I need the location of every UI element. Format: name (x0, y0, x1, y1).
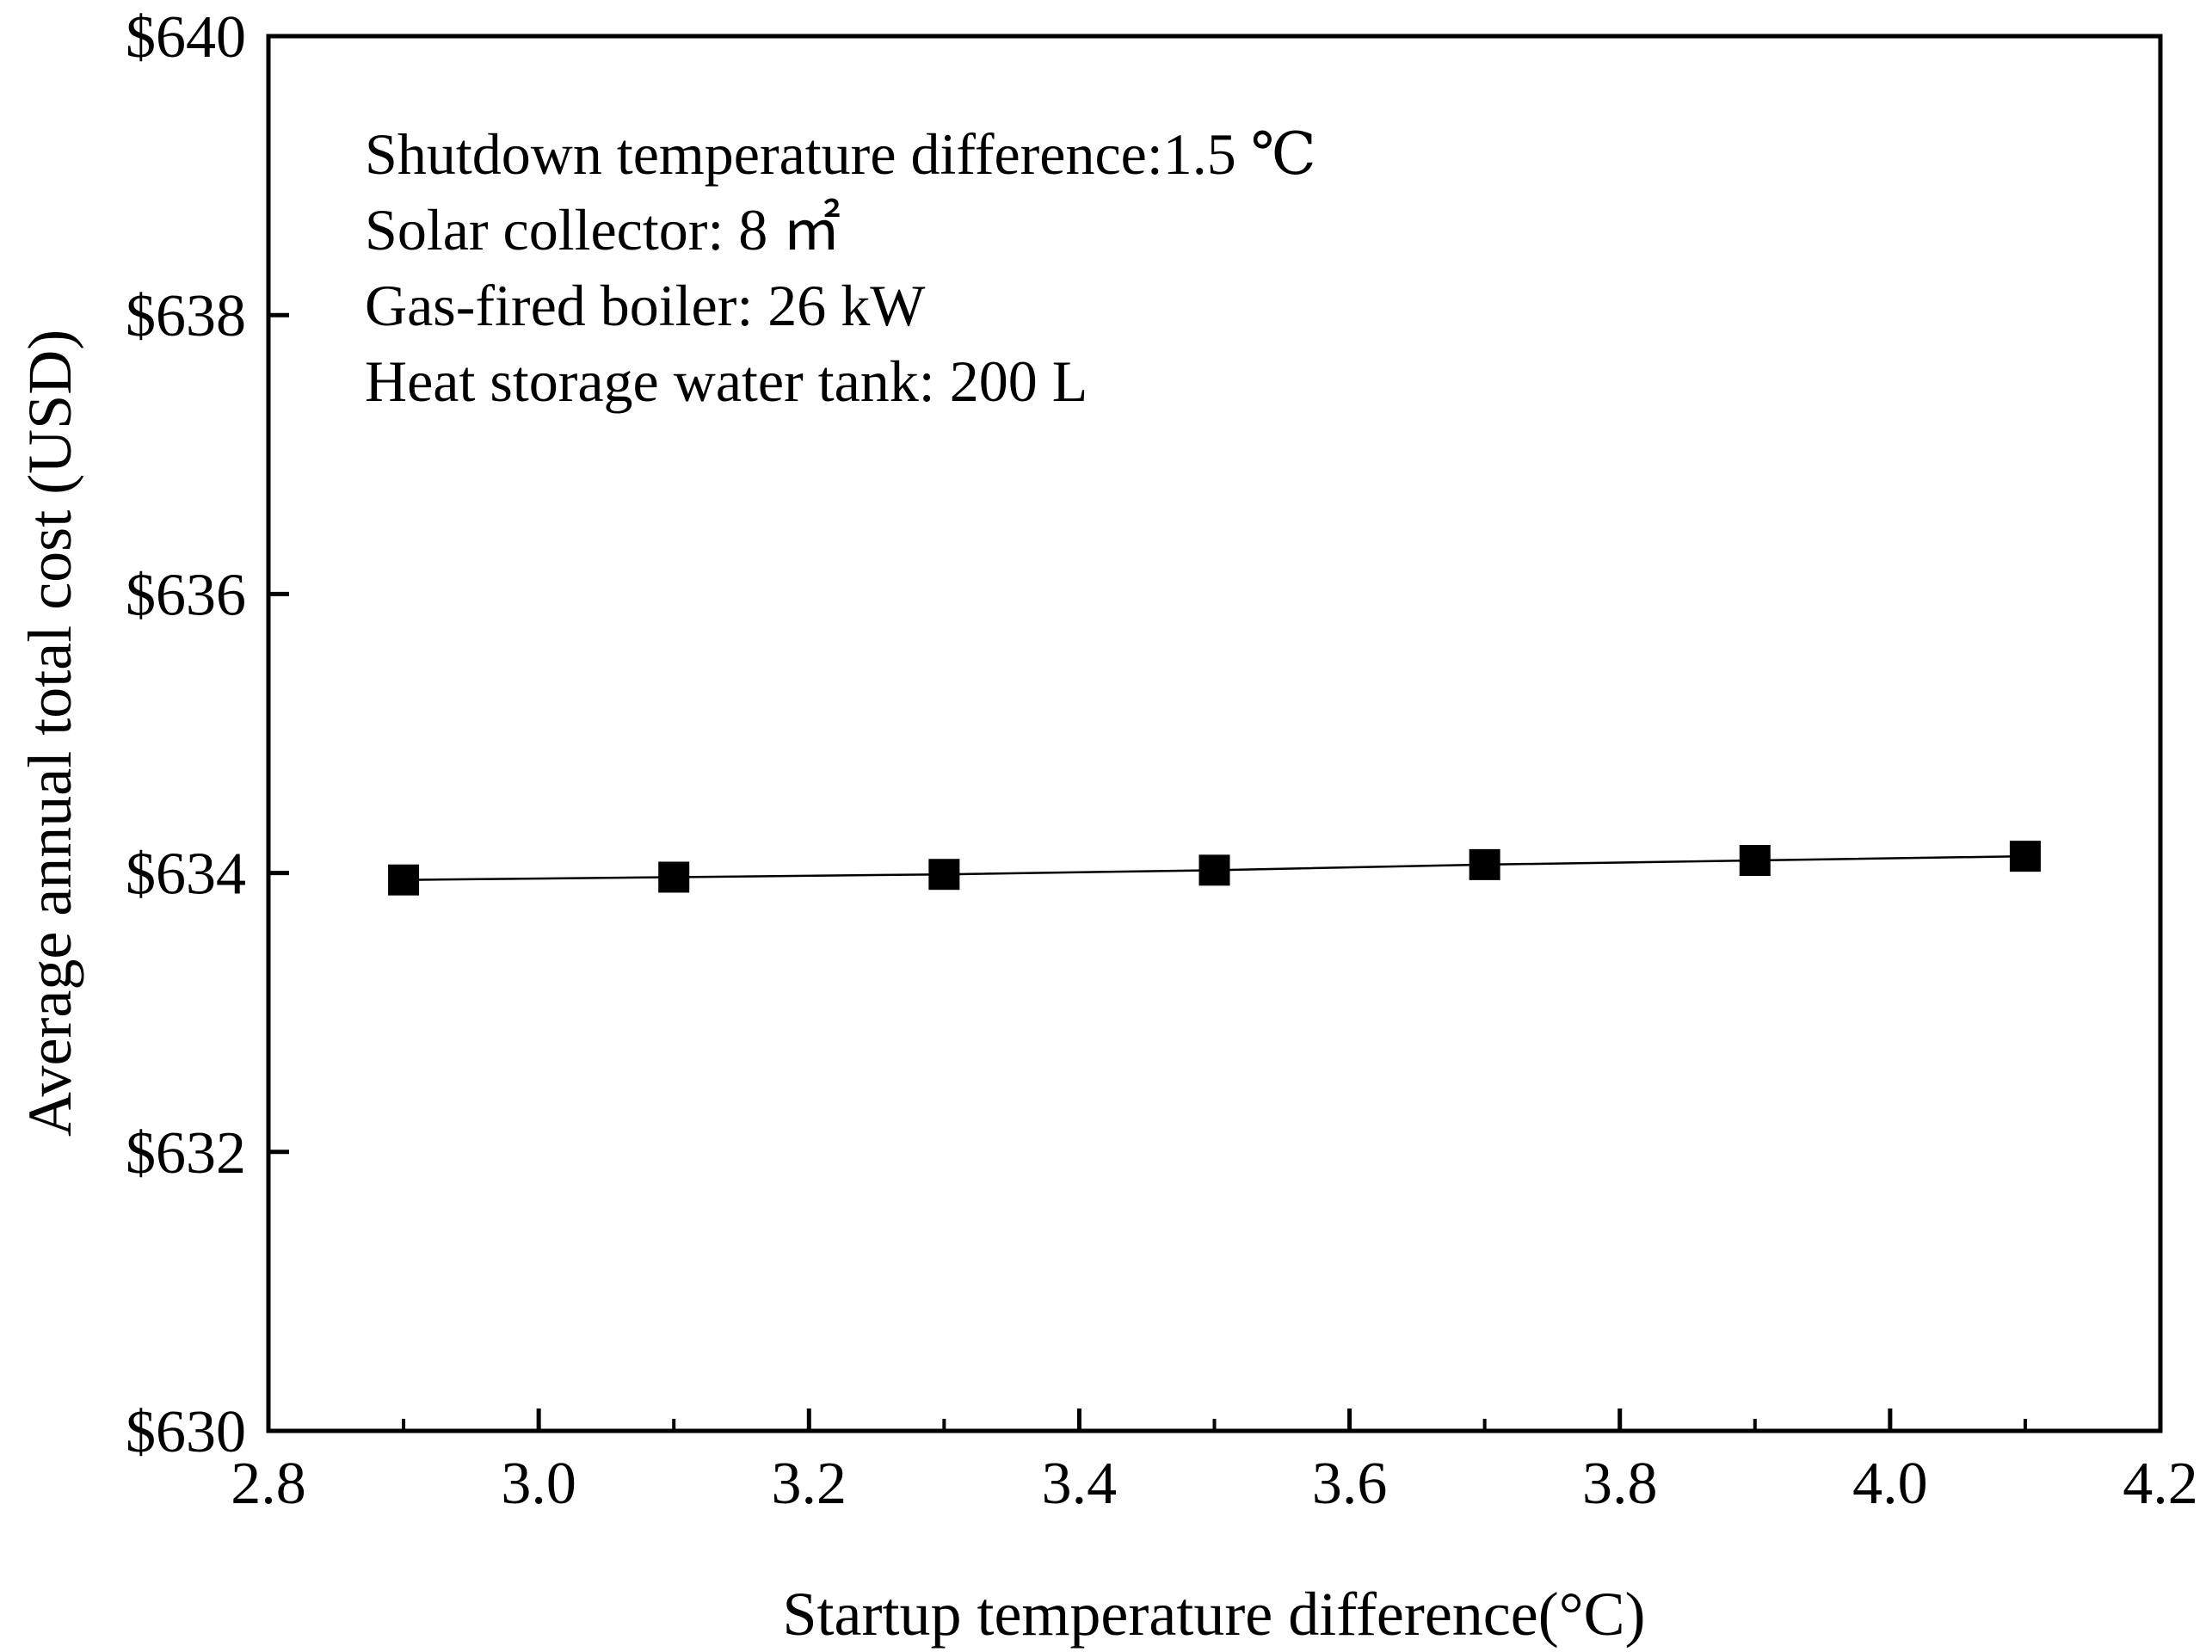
series-group (388, 841, 2041, 896)
data-point-marker (928, 859, 960, 891)
data-point-marker (1198, 854, 1230, 886)
data-point-marker (388, 864, 420, 896)
x-axis-ticks: 2.8 3.0 3.2 3.4 3.6 3.8 4.0 4.2 (231, 1409, 2198, 1517)
y-tick-label: $634 (126, 841, 246, 908)
x-tick-label: 3.8 (1582, 1451, 1658, 1517)
data-point-marker (2009, 841, 2041, 872)
x-tick-label: 3.4 (1042, 1451, 1118, 1517)
annotation-tank: Heat storage water tank: 200 L (365, 348, 1088, 414)
x-tick-label: 3.6 (1312, 1451, 1388, 1517)
y-tick-label: $632 (126, 1120, 246, 1187)
x-tick-label: 3.2 (772, 1451, 847, 1517)
y-axis-label: Average annual total cost (USD) (15, 330, 84, 1137)
x-tick-label: 2.8 (231, 1451, 306, 1517)
annotation-boiler: Gas-fired boiler: 26 kW (365, 273, 926, 338)
annotation-box: Shutdown temperature difference:1.5 ℃ So… (365, 121, 1316, 414)
y-axis-ticks: $630 $632 $634 $636 $638 $640 (126, 4, 289, 1465)
data-point-marker (1469, 848, 1500, 880)
y-tick-label: $638 (126, 283, 246, 349)
x-tick-label: 4.0 (1852, 1451, 1928, 1517)
data-point-marker (658, 861, 690, 893)
plot-frame (266, 34, 2163, 1433)
x-tick-label: 4.2 (2123, 1451, 2198, 1517)
data-point-marker (1739, 845, 1771, 877)
annotation-solar-collector: Solar collector: 8 ㎡ (365, 197, 841, 262)
y-tick-label: $640 (126, 4, 246, 71)
x-tick-label: 3.0 (501, 1451, 576, 1517)
y-tick-label: $630 (126, 1399, 246, 1465)
annotation-shutdown: Shutdown temperature difference:1.5 ℃ (365, 121, 1316, 187)
y-tick-label: $636 (126, 562, 246, 628)
x-axis-label: Startup temperature difference(°C) (782, 1580, 1645, 1649)
